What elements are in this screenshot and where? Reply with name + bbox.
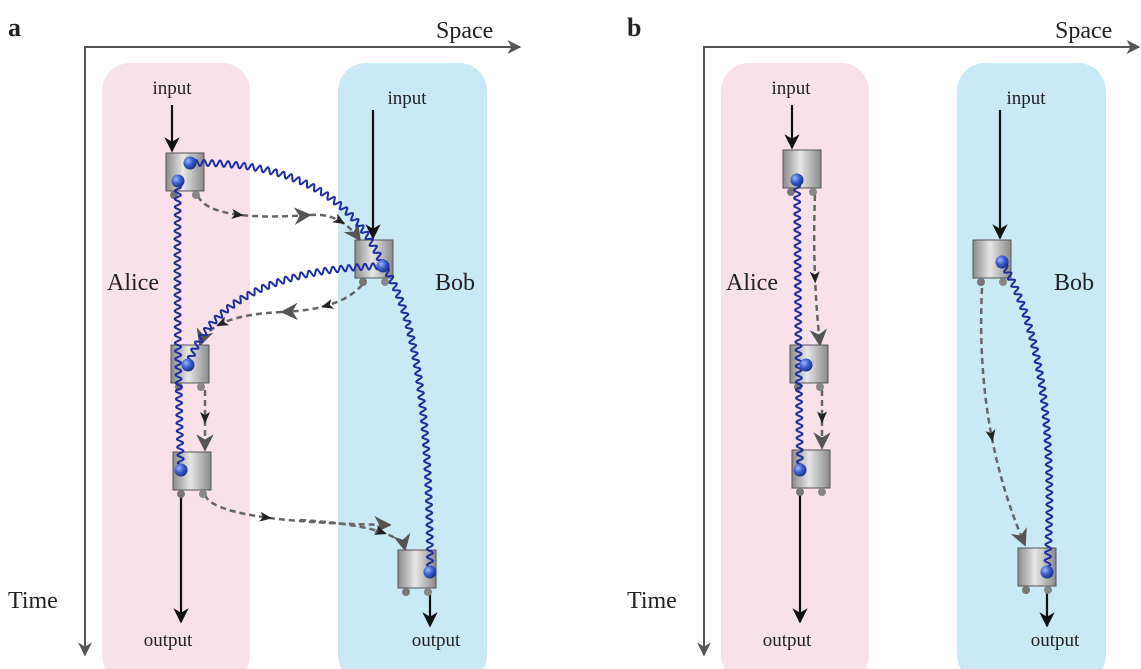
alice-output: output [144,630,193,651]
port [1022,586,1030,594]
bob-input: input [1006,88,1046,109]
qubit [172,175,185,188]
port [402,588,410,596]
port [192,191,200,199]
port [197,383,205,391]
alice-input: input [771,78,811,99]
bob-name: Bob [1054,270,1094,296]
port [816,383,824,391]
alice-name: Alice [107,270,159,296]
qubit [1041,566,1054,579]
bob-input: input [387,88,427,109]
space-axis-label: Space [436,18,493,44]
port [999,278,1007,286]
bob-output: output [1031,630,1080,651]
port [359,278,367,286]
bob-name: Bob [435,270,475,296]
port [796,488,804,496]
page: {"panels": [ {"label": "a", "space_axis"… [0,0,1141,669]
port [424,588,432,596]
qubit [800,359,813,372]
port [977,278,985,286]
port [1044,586,1052,594]
port [381,278,389,286]
qubit [184,157,197,170]
time-axis-label: Time [627,588,677,614]
qubit [791,174,804,187]
time-axis-label: Time [8,588,58,614]
alice-input: input [152,78,192,99]
diagram-shapes [85,47,1139,669]
figure: a Space Time input input Alice Bob outpu… [0,0,1141,669]
panel-label: a [8,13,21,42]
qubit [794,464,807,477]
qubit [377,260,390,273]
port [818,488,826,496]
qubit [996,256,1009,269]
port [177,490,185,498]
alice-output: output [763,630,812,651]
qubit [175,464,188,477]
gate [166,153,204,191]
port [199,490,207,498]
alice-name: Alice [726,270,778,296]
qubit [424,566,437,579]
space-axis-label: Space [1055,18,1112,44]
arrow-head [320,299,334,312]
bob-output: output [412,630,461,651]
panel-label: b [627,13,641,42]
qubit [182,359,195,372]
port [809,188,817,196]
